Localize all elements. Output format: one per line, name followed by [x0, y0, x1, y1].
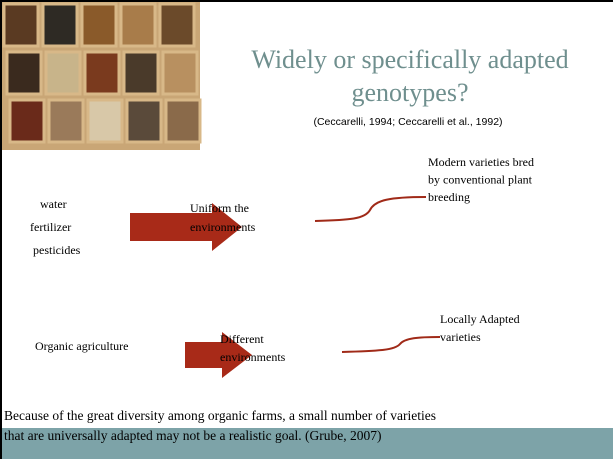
text-line: Modern varieties bred [428, 155, 534, 169]
seed-bin [88, 100, 122, 142]
seed-bin [4, 4, 38, 46]
seed-bin [121, 4, 155, 46]
seed-bin [127, 100, 161, 142]
slide: Widely or specifically adapted genotypes?… [0, 0, 613, 459]
text-line: by conventional plant [428, 172, 533, 186]
seed-photo [2, 2, 200, 150]
seed-bin [163, 52, 197, 94]
text-line: breeding [428, 190, 470, 204]
seed-bin [43, 4, 77, 46]
seed-bin [82, 4, 116, 46]
seed-bin [49, 100, 83, 142]
text-line: Organic agriculture [35, 339, 128, 353]
text-line: Uniform the [190, 201, 249, 215]
text-line: varieties [440, 330, 481, 344]
footer-text: Because of the great diversity among org… [4, 408, 436, 423]
input-label: fertilizer [30, 220, 71, 234]
footer-text: that are universally adapted may not be … [4, 428, 382, 443]
seed-bin [10, 100, 44, 142]
text-line: environments [190, 220, 256, 234]
input-label: pesticides [33, 243, 81, 257]
text-line: environments [220, 350, 286, 364]
page: Widely or specifically adapted genotypes?… [0, 0, 613, 459]
input-label: water [40, 197, 67, 211]
seed-bin [85, 52, 119, 94]
seed-bin [160, 4, 194, 46]
text-line: Different [220, 332, 264, 346]
text-line: Locally Adapted [440, 312, 520, 326]
seed-bin [7, 52, 41, 94]
seed-bin [166, 100, 200, 142]
seed-bin [46, 52, 80, 94]
title: genotypes? [352, 78, 469, 107]
seed-bin [124, 52, 158, 94]
citation: (Ceccarelli, 1994; Ceccarelli et al., 19… [313, 116, 502, 128]
title: Widely or specifically adapted [251, 45, 568, 74]
